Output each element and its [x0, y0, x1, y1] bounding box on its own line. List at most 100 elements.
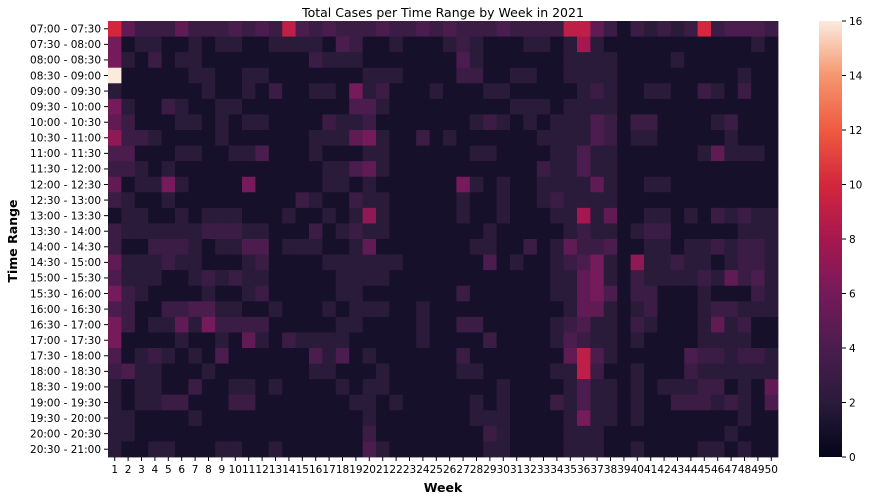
heatmap-cell — [523, 36, 538, 53]
heatmap-cell — [496, 270, 511, 287]
x-tick-label: 4 — [152, 464, 159, 476]
heatmap-cell — [577, 98, 591, 115]
heatmap-cell — [577, 394, 591, 411]
heatmap-cell — [510, 239, 524, 255]
heatmap-cell — [295, 270, 310, 287]
heatmap-cell — [483, 176, 497, 193]
x-tick-label: 49 — [751, 464, 764, 476]
heatmap-cell — [443, 176, 457, 193]
heatmap-cell — [617, 223, 631, 240]
heatmap-cell — [134, 441, 149, 458]
heatmap-cell — [335, 98, 350, 115]
heatmap-cell — [657, 332, 672, 349]
heatmap-cell — [684, 192, 698, 209]
heatmap-cell — [108, 114, 122, 131]
heatmap-cell — [134, 98, 149, 115]
heatmap-cell — [764, 441, 779, 458]
heatmap-cell — [456, 114, 471, 131]
heatmap-cell — [362, 21, 377, 37]
heatmap-cell — [108, 36, 122, 53]
heatmap-cell — [510, 394, 524, 411]
heatmap-cell — [603, 254, 618, 271]
heatmap-cell — [215, 363, 229, 380]
heatmap-cell — [510, 161, 524, 178]
heatmap-cell — [389, 192, 404, 209]
heatmap-cell — [429, 379, 444, 396]
heatmap-cell — [108, 145, 122, 162]
heatmap-cell — [751, 52, 765, 69]
heatmap-cell — [764, 223, 779, 240]
heatmap-cell — [483, 207, 497, 224]
heatmap-cell — [215, 348, 229, 364]
heatmap-cell — [282, 332, 296, 349]
heatmap-cell — [670, 410, 685, 427]
heatmap-cell — [536, 285, 551, 302]
heatmap-cell — [523, 67, 538, 84]
heatmap-cell — [737, 67, 752, 84]
x-tick-label: 20 — [363, 464, 376, 476]
heatmap-cell — [751, 348, 765, 364]
heatmap-cell — [684, 52, 698, 69]
heatmap-cell — [483, 270, 497, 287]
heatmap-cell — [510, 223, 524, 240]
heatmap-cell — [242, 67, 256, 84]
x-tick-label: 43 — [671, 464, 684, 476]
heatmap-cell — [737, 348, 752, 364]
heatmap-cell — [242, 379, 256, 396]
heatmap-cell — [550, 52, 564, 69]
heatmap-cell — [577, 332, 591, 349]
heatmap-cell — [603, 176, 618, 193]
heatmap-cell — [496, 98, 511, 115]
heatmap-cell — [523, 176, 538, 193]
heatmap-cell — [429, 394, 444, 411]
heatmap-cell — [617, 270, 631, 287]
heatmap-cell — [376, 301, 390, 318]
heatmap-cell — [697, 270, 712, 287]
heatmap-cell — [550, 114, 564, 131]
heatmap-cell — [496, 67, 511, 84]
heatmap-cell — [161, 239, 176, 255]
heatmap-cell — [443, 379, 457, 396]
x-tick-label: 19 — [349, 464, 362, 476]
heatmap-cell — [188, 176, 203, 193]
heatmap-cell — [335, 21, 350, 37]
heatmap-cell — [724, 301, 739, 318]
heatmap-cell — [443, 270, 457, 287]
heatmap-cell — [282, 301, 296, 318]
heatmap-cell — [523, 192, 538, 209]
heatmap-cell — [603, 410, 618, 427]
heatmap-cell — [523, 285, 538, 302]
heatmap-cell — [349, 441, 363, 458]
heatmap-cell — [255, 114, 270, 131]
heatmap-cell — [161, 301, 176, 318]
heatmap-cell — [228, 363, 243, 380]
heatmap-cell — [335, 441, 350, 458]
heatmap-cell — [456, 425, 471, 442]
heatmap-cell — [295, 285, 310, 302]
heatmap-cell — [657, 83, 672, 100]
heatmap-cell — [456, 67, 471, 84]
heatmap-cell — [456, 363, 471, 380]
heatmap-cell — [282, 192, 296, 209]
heatmap-cell — [563, 207, 578, 224]
heatmap-cell — [161, 207, 176, 224]
heatmap-cell — [429, 332, 444, 349]
heatmap-cell — [322, 52, 337, 69]
heatmap-cell — [322, 379, 337, 396]
heatmap-cell — [335, 270, 350, 287]
heatmap-cell — [161, 223, 176, 240]
heatmap-cell — [751, 410, 765, 427]
heatmap-cell — [577, 348, 591, 364]
heatmap-cell — [603, 114, 618, 131]
heatmap-cell — [670, 332, 685, 349]
heatmap-cell — [148, 363, 162, 380]
heatmap-cell — [536, 83, 551, 100]
heatmap-cell — [483, 425, 497, 442]
heatmap-cell — [657, 207, 672, 224]
heatmap-cell — [228, 332, 243, 349]
heatmap-cell — [630, 192, 645, 209]
heatmap-cell — [335, 161, 350, 178]
heatmap-cell — [268, 425, 283, 442]
heatmap-cell — [282, 67, 296, 84]
heatmap-cell — [590, 161, 605, 178]
